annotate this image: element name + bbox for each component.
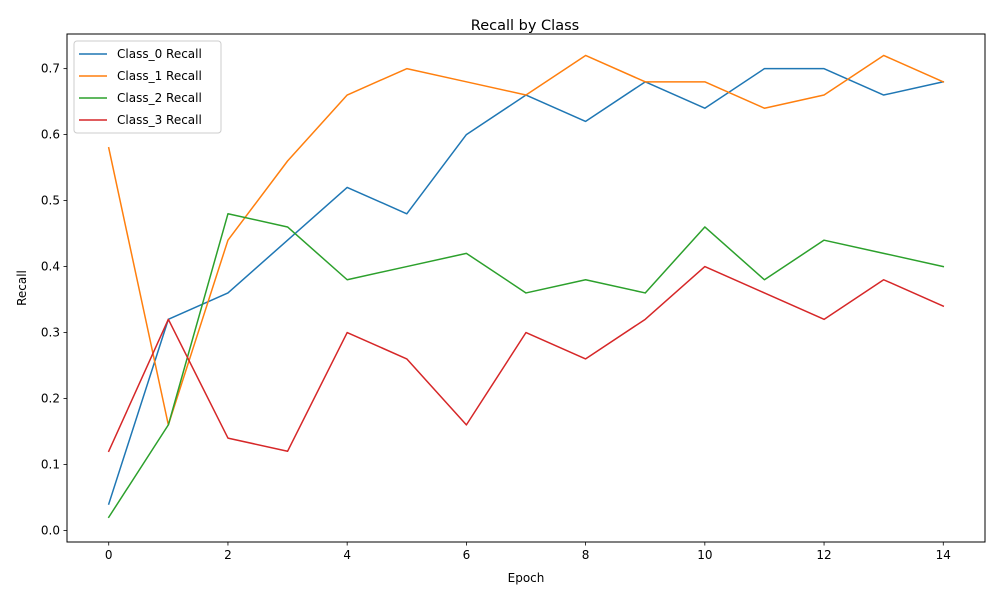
- x-tick-label: 0: [105, 548, 113, 562]
- x-axis-label: Epoch: [508, 571, 545, 585]
- x-tick-label: 14: [936, 548, 951, 562]
- legend-box: [73, 40, 222, 134]
- x-tick-label: 6: [463, 548, 471, 562]
- y-axis-ticks: 0.0 0.1 0.2 0.3 0.4 0.5 0.6 0.7: [41, 62, 67, 537]
- legend-label-class-1: Class_1 Recall: [117, 69, 202, 83]
- y-tick-label: 0.3: [41, 326, 60, 340]
- y-tick-label: 0.2: [41, 392, 60, 406]
- series-line-class-2: [107, 213, 945, 519]
- series-lines: [107, 54, 945, 519]
- y-tick-label: 0.4: [41, 260, 60, 274]
- x-tick-label: 8: [582, 548, 590, 562]
- x-tick-label: 12: [816, 548, 831, 562]
- x-tick-label: 10: [697, 548, 712, 562]
- y-axis-label: Recall: [15, 270, 29, 306]
- x-tick-label: 2: [224, 548, 232, 562]
- y-tick-label: 0.7: [41, 62, 60, 76]
- y-tick-label: 0.6: [41, 128, 60, 142]
- legend-label-class-2: Class_2 Recall: [117, 91, 202, 105]
- y-tick-label: 0.0: [41, 523, 60, 537]
- legend: Class_0 Recall Class_1 Recall Class_2 Reca…: [73, 40, 222, 134]
- x-axis-ticks: 0 2 4 6 8 10 12 14: [105, 542, 951, 562]
- chart-title: Recall by Class: [471, 18, 579, 34]
- y-tick-label: 0.5: [41, 194, 60, 208]
- series-line-class-1: [107, 54, 945, 426]
- legend-label-class-3: Class_3 Recall: [117, 113, 202, 127]
- legend-label-class-0: Class_0 Recall: [117, 47, 202, 61]
- x-tick-label: 4: [343, 548, 351, 562]
- plot-area-frame: [66, 33, 986, 543]
- y-tick-label: 0.1: [41, 457, 60, 471]
- series-line-class-3: [107, 265, 945, 453]
